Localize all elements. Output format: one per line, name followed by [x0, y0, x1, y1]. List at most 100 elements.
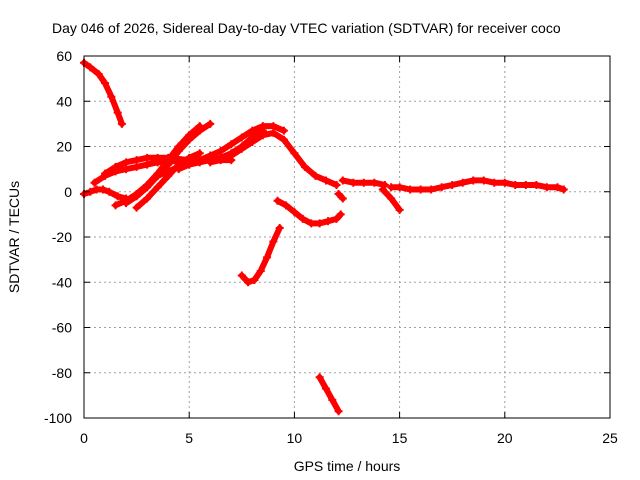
data-point	[113, 192, 122, 201]
data-point	[105, 187, 114, 196]
data-point	[98, 185, 107, 194]
data-point	[143, 194, 152, 203]
data-point	[469, 176, 478, 185]
data-point	[511, 180, 520, 189]
data-point	[263, 253, 272, 262]
data-point	[290, 149, 299, 158]
data-point	[334, 407, 343, 416]
y-tick-label: -80	[52, 365, 72, 381]
data-point	[269, 237, 278, 246]
data-point	[86, 63, 95, 72]
grid	[84, 56, 610, 418]
data-point	[448, 180, 457, 189]
data-point	[542, 183, 551, 192]
data-point	[164, 167, 173, 176]
x-tick-label: 0	[80, 430, 88, 446]
data-point	[195, 126, 204, 135]
data-point	[324, 217, 333, 226]
data-point	[332, 180, 341, 189]
data-point	[185, 135, 194, 144]
data-point	[521, 180, 530, 189]
data-point	[216, 147, 225, 156]
data-point	[258, 131, 267, 140]
data-point	[250, 275, 259, 284]
data-point	[185, 153, 194, 162]
data-point	[164, 160, 173, 169]
data-point	[300, 162, 309, 171]
y-axis-label: SDTVAR / TECUs	[6, 181, 22, 293]
y-tick-label: 0	[64, 184, 72, 200]
data-point	[290, 208, 299, 217]
series-arc-10	[207, 129, 340, 188]
x-tick-label: 15	[392, 430, 408, 446]
data-point	[332, 214, 341, 223]
data-point	[387, 183, 396, 192]
data-point	[244, 278, 253, 287]
data-point	[336, 210, 345, 219]
data-point	[237, 144, 246, 153]
data-point	[195, 149, 204, 158]
data-point	[237, 133, 246, 142]
data-point	[315, 373, 324, 382]
data-point	[132, 156, 141, 165]
data-point	[378, 185, 387, 194]
y-tick-label: -100	[44, 410, 72, 426]
y-tick-label: 60	[56, 48, 72, 64]
data-point	[258, 122, 267, 131]
axis-ticks: 0 5 10 15 20 25 -100 -80 -60 -40 -20 0 20 40 60	[44, 48, 618, 446]
data-point	[122, 158, 131, 167]
data-point	[117, 119, 126, 128]
data-point	[206, 151, 215, 160]
data-point	[153, 171, 162, 180]
data-point	[273, 196, 282, 205]
data-point	[227, 151, 236, 160]
data-point	[406, 185, 415, 194]
data-point	[479, 176, 488, 185]
data-point	[370, 178, 379, 187]
data-traces	[80, 58, 568, 416]
data-point	[458, 178, 467, 187]
data-point	[216, 156, 225, 165]
x-axis-label: GPS time / hours	[294, 458, 401, 474]
data-point	[490, 178, 499, 187]
data-point	[275, 223, 284, 232]
data-point	[338, 176, 347, 185]
data-point	[269, 128, 278, 137]
data-point	[143, 183, 152, 192]
data-point	[164, 153, 173, 162]
data-point	[256, 266, 265, 275]
data-point	[90, 178, 99, 187]
series-arc-13	[316, 374, 342, 415]
data-point	[395, 205, 404, 214]
data-point	[143, 160, 152, 169]
data-point	[174, 165, 183, 174]
data-point	[248, 137, 257, 146]
data-point	[153, 183, 162, 192]
data-point	[185, 160, 194, 169]
data-point	[111, 201, 120, 210]
data-point	[153, 153, 162, 162]
data-point	[94, 70, 103, 79]
data-point	[101, 79, 110, 88]
data-point	[532, 180, 541, 189]
data-point	[321, 176, 330, 185]
data-point	[281, 201, 290, 210]
data-point	[307, 219, 316, 228]
data-point	[553, 183, 562, 192]
data-point	[321, 384, 330, 393]
series-arc-12	[274, 197, 344, 227]
data-point	[559, 185, 568, 194]
x-tick-label: 20	[497, 430, 513, 446]
data-point	[437, 183, 446, 192]
data-point	[132, 162, 141, 171]
plot-frame	[83, 55, 611, 419]
data-point	[334, 190, 343, 199]
y-tick-label: 20	[56, 139, 72, 155]
data-point	[107, 92, 116, 101]
y-tick-label: 40	[56, 93, 72, 109]
data-point	[279, 126, 288, 135]
x-tick-label: 5	[185, 430, 193, 446]
data-point	[279, 135, 288, 144]
data-point	[349, 178, 358, 187]
data-point	[111, 162, 120, 171]
